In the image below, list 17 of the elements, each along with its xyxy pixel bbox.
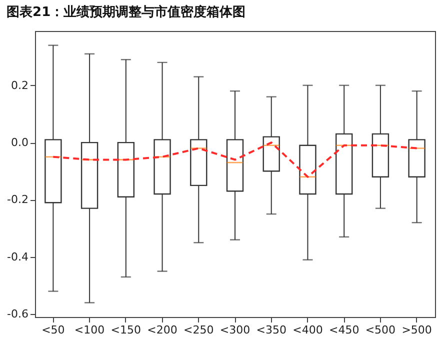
x-tick-label: >500: [402, 324, 432, 336]
x-tick-label: <150: [110, 324, 142, 336]
y-tick-label: -0.4: [7, 250, 28, 264]
y-tick-label: 0.2: [11, 78, 28, 92]
y-tick-label: -0.2: [7, 193, 28, 206]
y-tick-label: 0.0: [11, 136, 28, 150]
chart-title: 图表21：业绩预期调整与市值密度箱体图: [6, 4, 246, 20]
x-tick-label: <350: [256, 324, 286, 336]
x-tick-label: <250: [184, 324, 214, 336]
x-tick-label: <450: [328, 324, 360, 336]
x-tick-label: <100: [74, 324, 105, 336]
x-tick-label: <50: [42, 324, 65, 336]
x-tick-label: <500: [365, 324, 396, 336]
x-tick-label: <300: [220, 324, 250, 336]
y-tick-label: -0.6: [7, 308, 28, 321]
x-tick-label: <200: [147, 324, 178, 336]
x-tick-label: <400: [292, 324, 323, 336]
